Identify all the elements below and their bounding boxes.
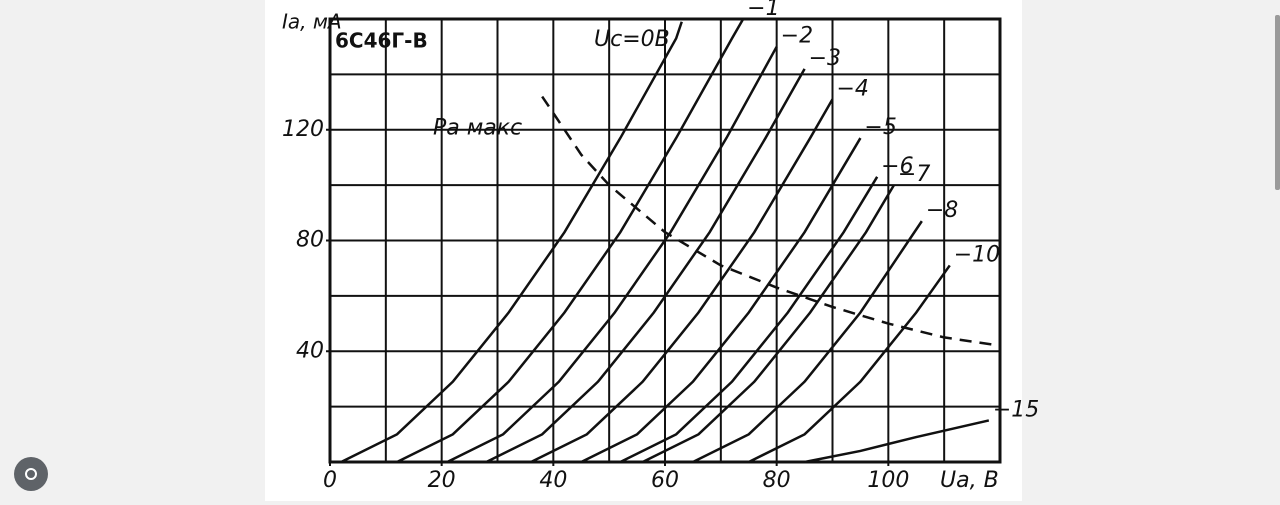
- series-line: [748, 264, 951, 464]
- series-line: [642, 184, 895, 464]
- plot: 0 20 40 60 80 100 40 80 120 Uc=0В −1−2−3 −4 −5 −6−7 −8…: [282, 0, 1039, 493]
- x-axis-label: Ua, B: [940, 468, 999, 493]
- y-tick-label: 40: [296, 338, 324, 363]
- series-line: [619, 176, 879, 464]
- series-label: −2: [781, 24, 813, 49]
- chart-title: 6С46Г-В: [335, 29, 428, 53]
- series-line: [340, 21, 683, 464]
- series-label: Uc=0В: [594, 27, 670, 52]
- lens-circle[interactable]: [14, 457, 48, 491]
- series-line: [580, 137, 862, 464]
- y-tick-label: 120: [282, 117, 324, 142]
- y-tick-label: 80: [296, 228, 324, 253]
- series-line: [530, 98, 834, 464]
- series-label: −8: [926, 198, 958, 223]
- series-label: −4: [837, 76, 869, 101]
- x-tick-label: 0: [323, 468, 337, 493]
- series-label: −10: [954, 242, 1000, 267]
- series-line: [692, 220, 923, 464]
- x-tick-label: 20: [428, 468, 456, 493]
- series-label: −7: [898, 162, 930, 187]
- series-line: [396, 18, 745, 464]
- series-label: −6: [881, 154, 913, 179]
- x-tick-label: 100: [867, 468, 909, 493]
- series-label: −1: [747, 0, 779, 21]
- series-line: [804, 419, 990, 464]
- x-tick-label: 60: [651, 468, 679, 493]
- x-tick-label: 40: [539, 468, 567, 493]
- series-label: −3: [809, 46, 841, 71]
- series-line: [446, 46, 778, 464]
- series-label: −5: [864, 115, 896, 140]
- image-background: [265, 0, 1022, 501]
- lens-icon[interactable]: [25, 468, 37, 480]
- lens-button[interactable]: [14, 457, 48, 491]
- y-axis-label: Ia, мА: [282, 10, 342, 34]
- series-label: −15: [993, 397, 1039, 422]
- x-tick-label: 80: [763, 468, 791, 493]
- scrollbar[interactable]: [1275, 15, 1280, 190]
- series-label: Pa макс: [433, 116, 522, 141]
- series-line: [541, 95, 1001, 347]
- series-line: [485, 68, 806, 464]
